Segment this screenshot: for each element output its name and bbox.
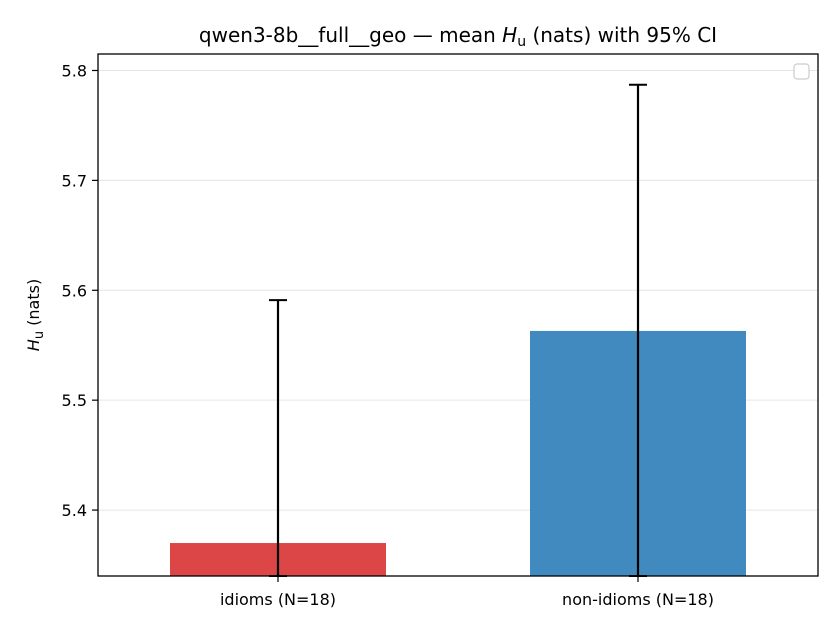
x-tick-label: non-idioms (N=18): [562, 590, 714, 609]
y-tick-label: 5.8: [62, 61, 87, 80]
x-tick-label: idioms (N=18): [220, 590, 336, 609]
y-tick-label: 5.6: [62, 281, 87, 300]
title-suffix: (nats) with 95% CI: [526, 23, 717, 47]
y-axis-ticks: 5.4 5.5 5.6 5.7 5.8: [62, 61, 98, 520]
title-symbol: H: [502, 23, 517, 47]
bars: [170, 330, 746, 576]
y-tick-label: 5.5: [62, 391, 87, 410]
y-axis-label: Hu (nats): [24, 279, 47, 351]
ylabel-subscript: u: [32, 331, 47, 339]
y-tick-label: 5.4: [62, 501, 87, 520]
chart-title: qwen3-8b__full__geo — mean Hu (nats) wit…: [199, 23, 717, 50]
title-prefix: qwen3-8b__full__geo — mean: [199, 23, 502, 47]
ylabel-symbol: H: [24, 339, 43, 351]
ylabel-suffix: (nats): [24, 279, 43, 331]
plot-frame: [97, 53, 819, 577]
title-subscript: u: [517, 34, 526, 50]
y-tick-label: 5.7: [62, 171, 87, 190]
x-axis-ticks: idioms (N=18) non-idioms (N=18): [220, 576, 714, 609]
legend-box: [793, 63, 810, 80]
